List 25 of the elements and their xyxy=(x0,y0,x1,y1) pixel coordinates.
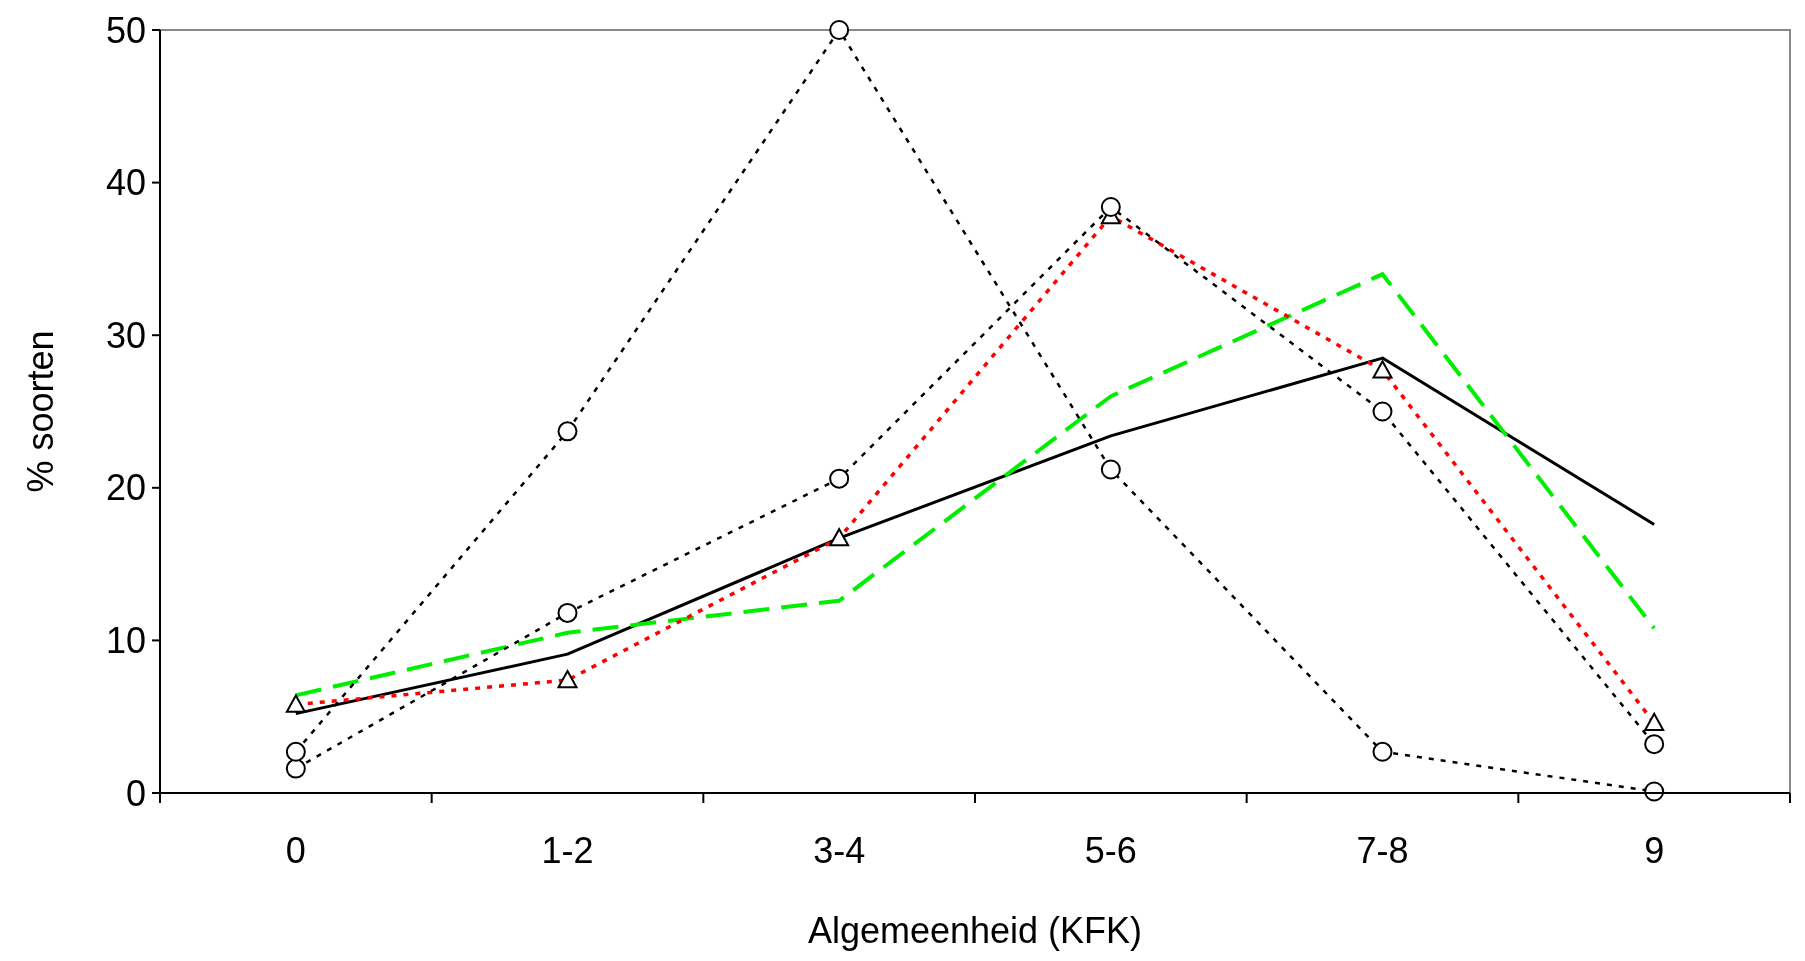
x-axis-title: Algemeenheid (KFK) xyxy=(807,910,1143,951)
x-tick-label: 0 xyxy=(285,830,306,871)
point xyxy=(557,602,578,623)
point xyxy=(285,758,306,779)
y-tick-label: 50 xyxy=(105,9,146,51)
point xyxy=(1372,401,1393,422)
x-tick-label: 9 xyxy=(1644,830,1665,871)
point xyxy=(285,741,306,762)
point xyxy=(1100,459,1121,480)
point xyxy=(1372,741,1393,762)
y-axis-title: % soorten xyxy=(20,330,61,493)
y-tick-label: 20 xyxy=(105,467,146,509)
point xyxy=(829,468,850,489)
point xyxy=(829,20,850,40)
x-tick-label: 3-4 xyxy=(813,830,866,871)
point xyxy=(1644,734,1665,755)
y-tick-label: 10 xyxy=(105,620,146,661)
x-tick-label: 7-8 xyxy=(1356,830,1409,871)
y-tick-label: 30 xyxy=(105,314,146,356)
x-tick-label: 1-2 xyxy=(541,830,594,871)
y-tick-label: 40 xyxy=(105,162,146,204)
point xyxy=(1100,197,1121,218)
point xyxy=(557,421,578,442)
x-tick-label: 5-6 xyxy=(1084,830,1137,871)
y-tick-label: 0 xyxy=(125,772,146,814)
